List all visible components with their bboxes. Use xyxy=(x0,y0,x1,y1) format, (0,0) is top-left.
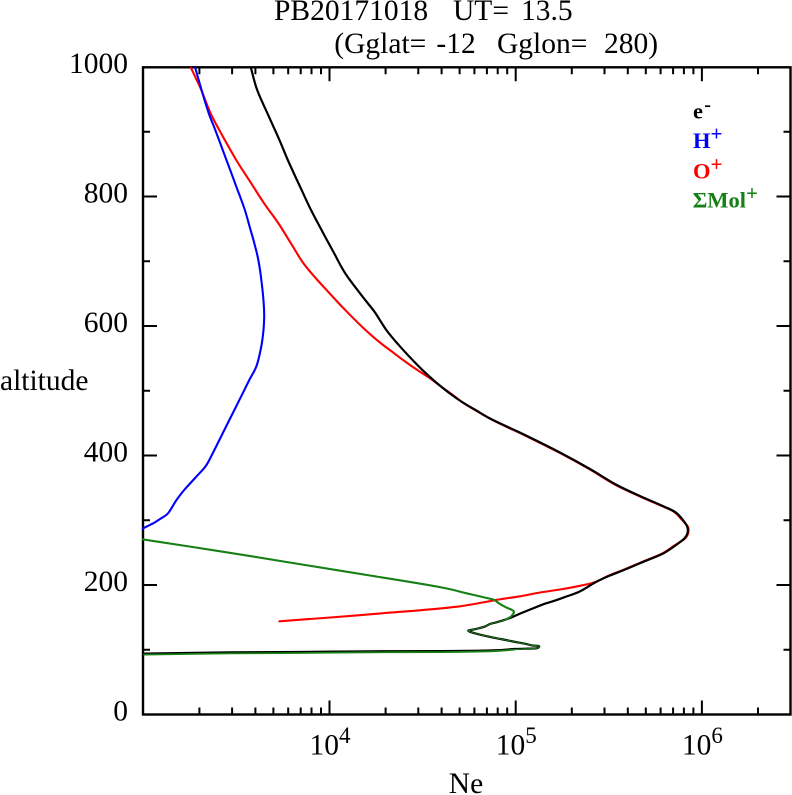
svg-text:altitude: altitude xyxy=(0,365,88,397)
svg-text:e: e xyxy=(693,99,703,124)
svg-text:PB20171018: PB20171018 xyxy=(274,0,428,27)
svg-text:13.5: 13.5 xyxy=(521,0,573,27)
svg-text:800: 800 xyxy=(84,178,128,210)
svg-text:105: 105 xyxy=(496,723,537,762)
svg-text:-12: -12 xyxy=(436,28,475,60)
svg-text:1000: 1000 xyxy=(69,48,128,80)
svg-text:600: 600 xyxy=(84,307,128,339)
svg-text:0: 0 xyxy=(113,696,128,728)
svg-text:UT=: UT= xyxy=(453,0,509,27)
svg-text:(Gglat=: (Gglat= xyxy=(334,28,426,60)
svg-text:Gglon=: Gglon= xyxy=(497,28,587,60)
svg-text:Ne: Ne xyxy=(449,768,483,795)
svg-text:280): 280) xyxy=(604,28,658,60)
svg-text:O+: O+ xyxy=(693,152,722,184)
svg-text:H+: H+ xyxy=(693,122,722,154)
svg-text:104: 104 xyxy=(310,723,352,762)
svg-text:200: 200 xyxy=(84,566,128,598)
svg-text:106: 106 xyxy=(682,723,723,762)
svg-text:ΣMol+: ΣMol+ xyxy=(693,181,758,213)
svg-text:400: 400 xyxy=(84,437,128,469)
